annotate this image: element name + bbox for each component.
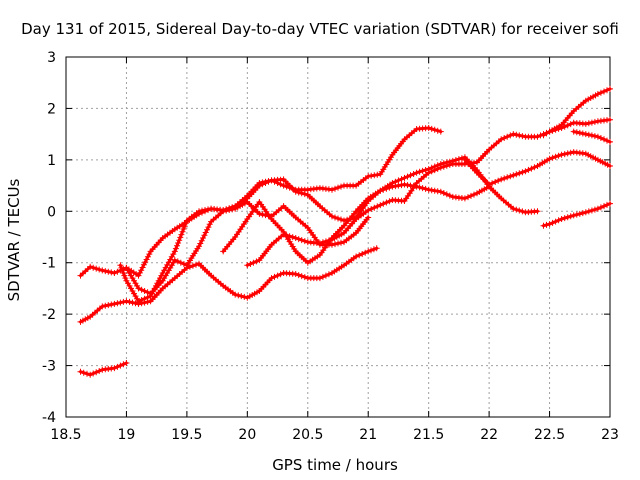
series-s11 <box>540 200 613 229</box>
x-tick-label: 21 <box>359 427 377 443</box>
x-tick-label: 22.5 <box>534 427 565 443</box>
series-markers <box>77 245 380 325</box>
series <box>77 85 613 378</box>
plot-frame <box>65 56 611 418</box>
x-tick-label: 21.5 <box>413 427 444 443</box>
grid <box>66 57 610 417</box>
series-s9 <box>540 85 613 139</box>
x-tick-label: 19 <box>118 427 136 443</box>
series-markers <box>244 116 613 269</box>
series-s2 <box>77 245 380 325</box>
series-s5 <box>123 176 493 279</box>
series-markers <box>461 149 613 188</box>
series-markers <box>123 176 493 279</box>
series-s8 <box>461 149 613 188</box>
y-tick-label: -1 <box>42 256 56 272</box>
y-tick-label: 2 <box>47 101 56 117</box>
y-tick-label: 1 <box>47 153 56 169</box>
y-tick-label: 3 <box>47 50 56 66</box>
x-tick-label: 19.5 <box>171 427 202 443</box>
series-line <box>542 87 612 137</box>
series-s10 <box>570 128 613 145</box>
axes <box>65 56 611 418</box>
series-line <box>79 246 379 324</box>
tick-labels: 18.5 19 19.5 20 20.5 21 21.5 22 22.5 23-4-3-2-101… <box>42 50 619 443</box>
chart-title: Day 131 of 2015, Sidereal Day-to-day VTE… <box>21 20 619 38</box>
x-tick-label: 18.5 <box>50 427 81 443</box>
x-tick-label: 20.5 <box>292 427 323 443</box>
y-tick-label: 0 <box>47 204 56 220</box>
y-tick-label: -2 <box>42 307 56 323</box>
x-axis-label: GPS time / hours <box>272 456 398 474</box>
series-markers <box>570 128 613 145</box>
series-markers <box>540 85 613 139</box>
x-tick-label: 22 <box>480 427 498 443</box>
series-markers <box>540 200 613 229</box>
y-tick-label: -4 <box>42 410 56 426</box>
series-s1 <box>77 360 130 378</box>
x-tick-label: 20 <box>238 427 256 443</box>
y-axis-label: SDTVAR / TECUs <box>5 178 23 302</box>
x-tick-label: 23 <box>601 427 619 443</box>
series-markers <box>77 360 130 378</box>
y-tick-label: -3 <box>42 359 56 375</box>
